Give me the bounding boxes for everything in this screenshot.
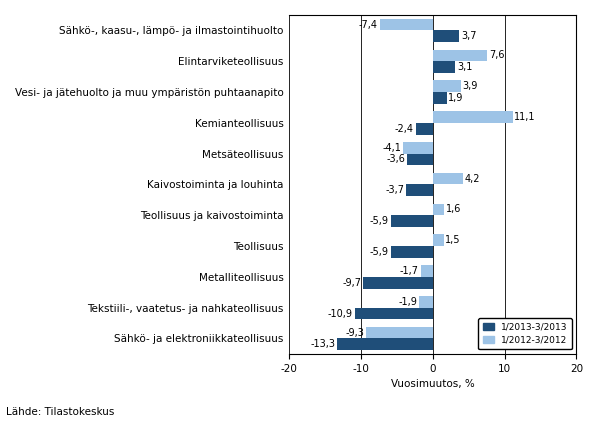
Legend: 1/2013-3/2013, 1/2012-3/2012: 1/2013-3/2013, 1/2012-3/2012 — [478, 318, 572, 349]
Bar — [419, 296, 433, 308]
Text: -2,4: -2,4 — [395, 124, 414, 134]
Bar — [420, 265, 433, 277]
Bar — [433, 61, 455, 73]
Text: -9,3: -9,3 — [346, 328, 364, 338]
Text: -3,6: -3,6 — [386, 155, 405, 165]
Text: -13,3: -13,3 — [310, 339, 335, 349]
Text: -5,9: -5,9 — [370, 247, 389, 257]
Bar — [433, 234, 444, 246]
Text: 11,1: 11,1 — [514, 112, 536, 122]
Bar — [406, 184, 433, 196]
Bar — [416, 123, 433, 135]
Bar — [433, 203, 444, 215]
Text: 4,2: 4,2 — [465, 173, 480, 184]
Bar — [380, 19, 433, 30]
Text: Lähde: Tilastokeskus: Lähde: Tilastokeskus — [6, 407, 114, 417]
Text: 3,1: 3,1 — [457, 62, 472, 72]
Bar — [433, 92, 447, 104]
Text: 7,6: 7,6 — [489, 51, 505, 60]
Text: -9,7: -9,7 — [343, 278, 361, 288]
Bar — [433, 80, 461, 92]
Bar — [433, 111, 512, 123]
Bar — [433, 30, 459, 42]
Bar — [390, 246, 433, 258]
Text: -4,1: -4,1 — [383, 143, 402, 153]
Text: -1,7: -1,7 — [400, 266, 419, 276]
Text: -7,4: -7,4 — [359, 19, 378, 29]
Bar — [433, 173, 463, 184]
Bar — [390, 215, 433, 227]
Bar — [366, 327, 433, 338]
Text: -10,9: -10,9 — [328, 309, 353, 319]
Bar — [407, 154, 433, 165]
Text: 1,5: 1,5 — [446, 235, 461, 245]
Bar — [363, 277, 433, 288]
Text: 1,9: 1,9 — [448, 93, 463, 103]
Bar — [433, 50, 487, 61]
Text: 3,9: 3,9 — [463, 81, 478, 91]
Text: -1,9: -1,9 — [398, 297, 417, 307]
Text: -3,7: -3,7 — [386, 185, 404, 195]
Bar — [404, 142, 433, 154]
Text: 1,6: 1,6 — [446, 204, 462, 214]
Bar — [355, 308, 433, 320]
Text: -5,9: -5,9 — [370, 216, 389, 226]
Text: 3,7: 3,7 — [461, 31, 477, 41]
Bar — [337, 338, 433, 350]
X-axis label: Vuosimuutos, %: Vuosimuutos, % — [391, 379, 475, 389]
